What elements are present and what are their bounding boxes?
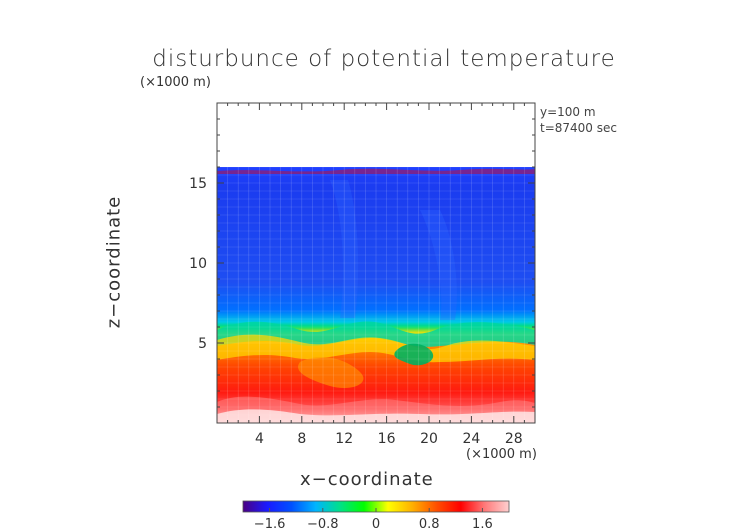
colorbar-tick-label: 0 xyxy=(372,517,380,532)
plume-right xyxy=(420,210,457,320)
colorbar-tick-label: −0.8 xyxy=(307,517,339,532)
grid-lines xyxy=(217,103,535,423)
x-axis-ticks: 4 8 12 16 20 24 28 xyxy=(227,103,525,447)
yellow-band xyxy=(217,334,535,363)
colorbar-tick-label: 0.8 xyxy=(419,517,440,532)
y-position-annotation: y=100 m xyxy=(540,105,596,119)
y-axis-unit: (×1000 m) xyxy=(140,75,211,90)
colorbar: −1.6 −0.8 0 0.8 1.6 xyxy=(242,500,510,532)
x-tick-label: 4 xyxy=(255,431,264,447)
y-tick-label: 10 xyxy=(189,256,207,272)
field-fill xyxy=(217,167,535,423)
x-tick-label: 28 xyxy=(505,431,523,447)
green-blob xyxy=(394,343,434,366)
x-axis-unit: (×1000 m) xyxy=(466,447,537,462)
green-band xyxy=(217,321,535,347)
x-tick-label: 12 xyxy=(335,431,353,447)
x-tick-label: 24 xyxy=(462,431,480,447)
orange-patch xyxy=(298,357,364,389)
x-tick-label: 16 xyxy=(378,431,396,447)
colorbar-tick-label: 1.6 xyxy=(472,517,493,532)
x-axis-label: x−coordinate xyxy=(300,469,434,490)
temperature-field xyxy=(217,167,535,423)
y-tick-label: 15 xyxy=(189,176,207,192)
y-axis-ticks: 5 10 15 xyxy=(189,118,535,408)
white-base xyxy=(217,409,535,423)
time-annotation: t=87400 sec xyxy=(540,121,617,135)
colorbar-tick-label: −1.6 xyxy=(254,517,286,532)
plume-left xyxy=(330,180,359,318)
chart-title: disturbunce of potential temperature xyxy=(152,46,616,72)
y-tick-label: 5 xyxy=(198,336,207,352)
x-tick-label: 20 xyxy=(420,431,438,447)
colorbar-ticks: −1.6 −0.8 0 0.8 1.6 xyxy=(254,508,493,532)
top-edge xyxy=(217,168,535,174)
x-tick-label: 8 xyxy=(297,431,306,447)
